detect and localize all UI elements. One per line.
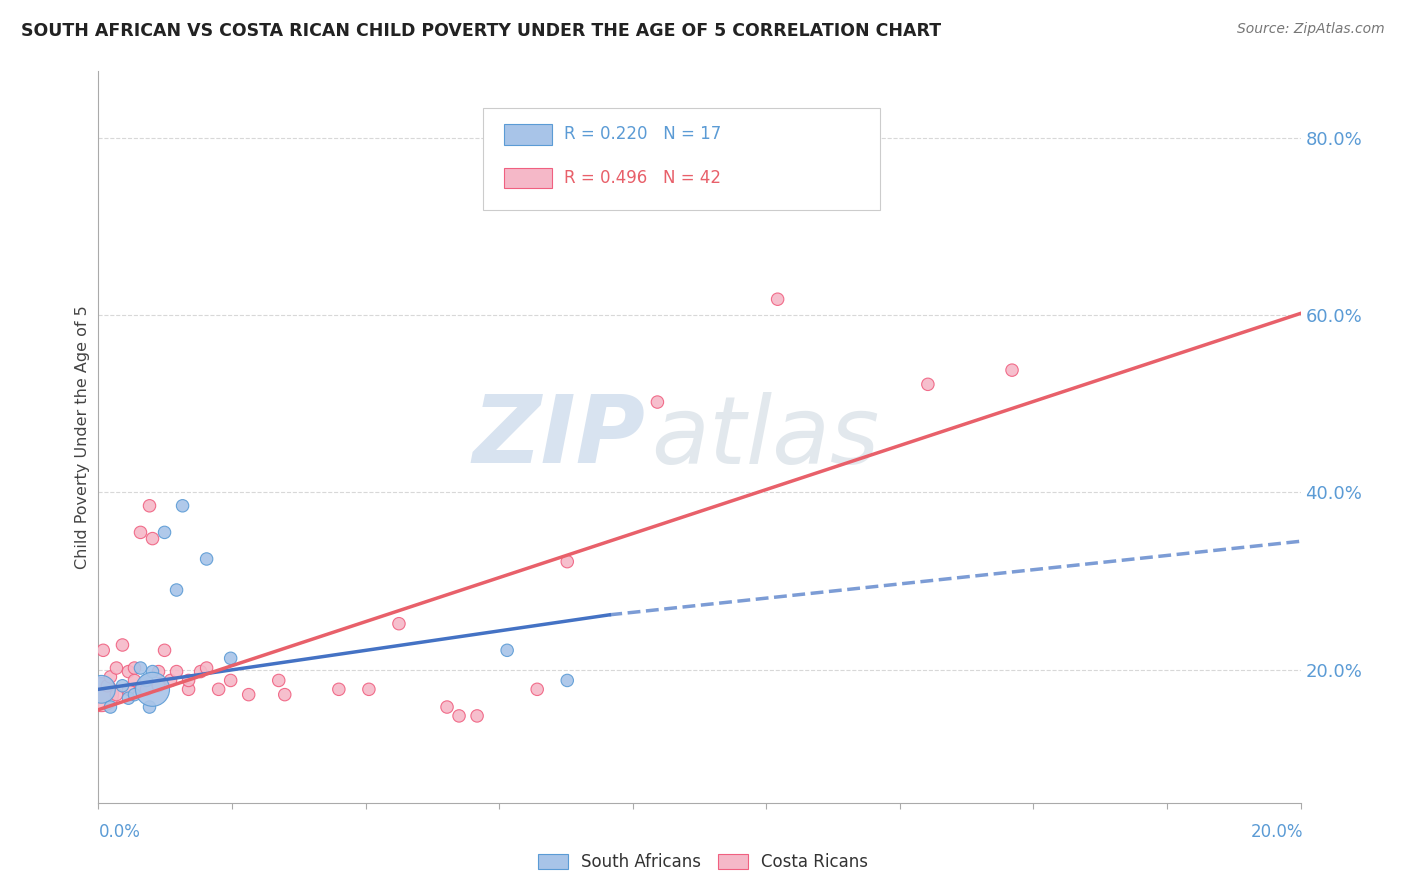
Point bbox=[129, 525, 152, 540]
Point bbox=[124, 661, 146, 675]
Text: ZIP: ZIP bbox=[472, 391, 645, 483]
Point bbox=[153, 643, 176, 657]
Point bbox=[328, 682, 350, 697]
Text: SOUTH AFRICAN VS COSTA RICAN CHILD POVERTY UNDER THE AGE OF 5 CORRELATION CHART: SOUTH AFRICAN VS COSTA RICAN CHILD POVER… bbox=[21, 22, 941, 40]
Point bbox=[917, 377, 939, 392]
Point bbox=[91, 643, 114, 657]
Point bbox=[190, 665, 212, 679]
Point bbox=[496, 643, 519, 657]
Point bbox=[172, 499, 194, 513]
Point bbox=[159, 673, 181, 688]
Point bbox=[135, 682, 157, 697]
Point bbox=[388, 616, 411, 631]
Point bbox=[129, 661, 152, 675]
Point bbox=[138, 499, 160, 513]
Point bbox=[166, 582, 188, 597]
Point bbox=[195, 661, 218, 675]
Point bbox=[465, 709, 488, 723]
Point bbox=[357, 682, 380, 697]
Point bbox=[100, 700, 122, 714]
Point bbox=[274, 688, 297, 702]
Point bbox=[105, 661, 128, 675]
Point bbox=[555, 555, 578, 569]
Point bbox=[647, 395, 669, 409]
Point bbox=[141, 532, 163, 546]
Point bbox=[111, 638, 134, 652]
Point bbox=[105, 688, 128, 702]
Text: atlas: atlas bbox=[651, 392, 880, 483]
Text: R = 0.496   N = 42: R = 0.496 N = 42 bbox=[564, 169, 721, 187]
Point bbox=[526, 682, 548, 697]
Point bbox=[219, 673, 242, 688]
Point bbox=[117, 691, 139, 706]
Point bbox=[436, 700, 458, 714]
Point bbox=[90, 688, 112, 702]
Y-axis label: Child Poverty Under the Age of 5: Child Poverty Under the Age of 5 bbox=[75, 305, 90, 569]
FancyBboxPatch shape bbox=[503, 124, 551, 145]
Text: Source: ZipAtlas.com: Source: ZipAtlas.com bbox=[1237, 22, 1385, 37]
Point bbox=[96, 679, 118, 693]
Text: 0.0%: 0.0% bbox=[98, 822, 141, 840]
Text: 20.0%: 20.0% bbox=[1251, 822, 1303, 840]
Point bbox=[135, 673, 157, 688]
Point bbox=[195, 552, 218, 566]
Point bbox=[111, 679, 134, 693]
FancyBboxPatch shape bbox=[484, 108, 880, 211]
Point bbox=[1001, 363, 1024, 377]
Point bbox=[766, 292, 789, 306]
Point bbox=[208, 682, 231, 697]
Point bbox=[124, 673, 146, 688]
Point bbox=[153, 525, 176, 540]
Legend: South Africans, Costa Ricans: South Africans, Costa Ricans bbox=[530, 845, 876, 880]
Text: R = 0.220   N = 17: R = 0.220 N = 17 bbox=[564, 125, 721, 144]
Point bbox=[124, 688, 146, 702]
Point bbox=[177, 673, 200, 688]
Point bbox=[138, 700, 160, 714]
Point bbox=[90, 682, 112, 697]
Point bbox=[141, 665, 163, 679]
Point bbox=[148, 665, 170, 679]
Point bbox=[177, 682, 200, 697]
Point bbox=[129, 682, 152, 697]
Point bbox=[100, 670, 122, 684]
Point bbox=[117, 682, 139, 697]
Point bbox=[219, 651, 242, 665]
Point bbox=[555, 673, 578, 688]
Point bbox=[447, 709, 470, 723]
Point bbox=[267, 673, 290, 688]
Point bbox=[166, 665, 188, 679]
Point bbox=[238, 688, 260, 702]
FancyBboxPatch shape bbox=[503, 168, 551, 188]
Point bbox=[117, 665, 139, 679]
Point bbox=[148, 679, 170, 693]
Point bbox=[141, 682, 163, 697]
